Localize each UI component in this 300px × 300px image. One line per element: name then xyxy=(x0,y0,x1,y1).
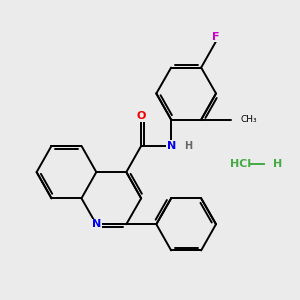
Text: HCl: HCl xyxy=(230,159,251,169)
Text: O: O xyxy=(136,111,146,121)
Text: H: H xyxy=(184,141,193,151)
Text: CH₃: CH₃ xyxy=(240,115,257,124)
Text: N: N xyxy=(167,141,176,151)
Text: H: H xyxy=(273,159,283,169)
Text: N: N xyxy=(92,219,101,229)
Text: F: F xyxy=(212,32,220,42)
